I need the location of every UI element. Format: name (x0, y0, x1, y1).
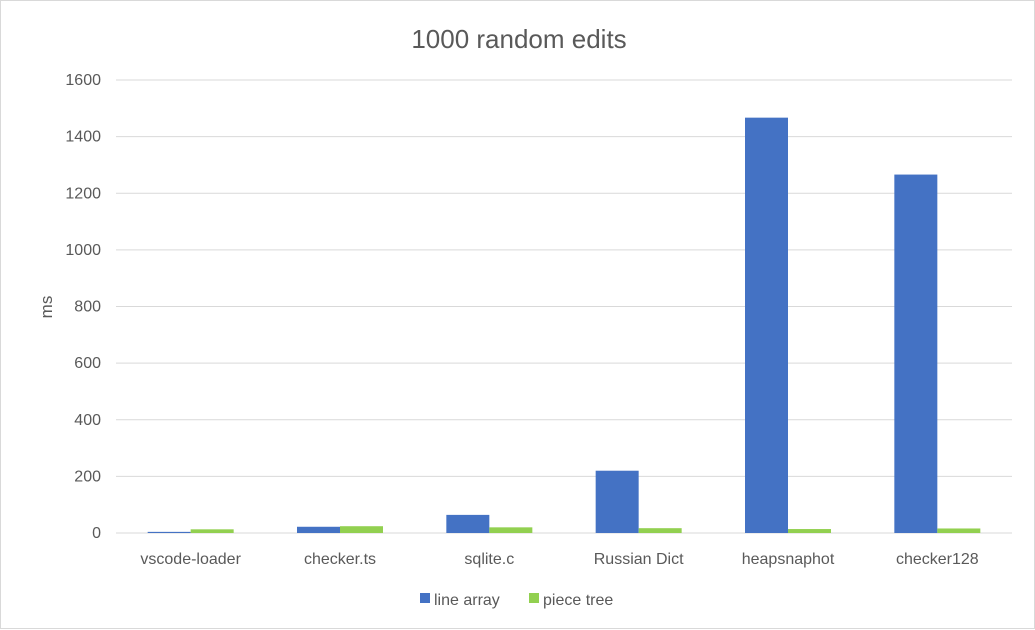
legend-swatch (420, 593, 430, 603)
bar-piece-tree (190, 529, 234, 533)
legend-label: piece tree (543, 592, 613, 609)
chart-title: 1000 random edits (411, 24, 626, 54)
bar-piece-tree (937, 528, 981, 533)
y-tick-label: 200 (74, 468, 101, 485)
x-tick-label: sqlite.c (464, 551, 514, 568)
x-axis-ticks: vscode-loader checker.ts sqlite.c Russian D… (140, 551, 978, 568)
x-tick-label: heapsnaphot (742, 551, 835, 568)
y-tick-label: 1400 (65, 129, 101, 146)
y-axis-ticks: 0 200 400 600 800 1000 1200 1400 1600 (65, 72, 101, 542)
legend-label: line array (434, 592, 500, 609)
y-tick-label: 400 (74, 412, 101, 429)
bar-line-array (147, 531, 191, 533)
legend-swatch (529, 593, 539, 603)
bars (147, 117, 981, 533)
bar-line-array (595, 470, 639, 533)
x-tick-label: Russian Dict (594, 551, 684, 568)
y-tick-label: 1200 (65, 185, 101, 202)
y-tick-label: 1000 (65, 242, 101, 259)
bar-piece-tree (489, 527, 533, 533)
bar-line-array (446, 514, 490, 533)
x-tick-label: vscode-loader (140, 551, 241, 568)
bar-line-array (745, 117, 788, 533)
legend: line array piece tree (420, 592, 613, 609)
y-tick-label: 800 (74, 299, 101, 316)
y-tick-label: 1600 (65, 72, 101, 89)
bar-line-array (297, 526, 340, 533)
bar-piece-tree (340, 526, 383, 533)
x-tick-label: checker.ts (304, 551, 376, 568)
y-tick-label: 600 (74, 355, 101, 372)
bar-line-array (894, 174, 938, 533)
bar-piece-tree (788, 529, 831, 533)
x-tick-label: checker128 (896, 551, 979, 568)
gridlines (116, 79, 1012, 534)
y-axis-label: ms (37, 296, 56, 319)
bar-piece-tree (638, 528, 682, 533)
y-tick-label: 0 (92, 525, 101, 542)
